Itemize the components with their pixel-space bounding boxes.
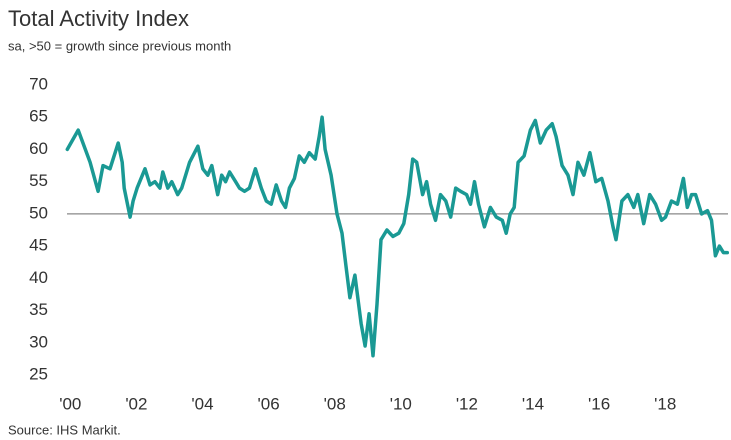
x-tick-label: '10 bbox=[390, 394, 412, 413]
x-tick-label: '00 bbox=[59, 394, 81, 413]
y-tick-label: 35 bbox=[29, 300, 48, 319]
x-tick-label: '06 bbox=[258, 394, 280, 413]
y-tick-label: 65 bbox=[29, 107, 48, 126]
y-tick-label: 50 bbox=[29, 203, 48, 222]
data-line bbox=[65, 115, 730, 358]
y-tick-label: 30 bbox=[29, 332, 48, 351]
y-tick-label: 45 bbox=[29, 236, 48, 255]
y-tick-label: 40 bbox=[29, 268, 48, 287]
y-tick-label: 60 bbox=[29, 139, 48, 158]
x-tick-label: '18 bbox=[654, 394, 676, 413]
y-tick-label: 70 bbox=[29, 74, 48, 93]
chart-title: Total Activity Index bbox=[8, 6, 189, 31]
y-tick-label: 25 bbox=[29, 364, 48, 383]
x-tick-label: '14 bbox=[522, 394, 544, 413]
x-tick-label: '12 bbox=[456, 394, 478, 413]
x-tick-label: '04 bbox=[191, 394, 213, 413]
x-tick-label: '08 bbox=[324, 394, 346, 413]
chart-subtitle: sa, >50 = growth since previous month bbox=[8, 38, 231, 53]
y-tick-label: 55 bbox=[29, 171, 48, 190]
source-note: Source: IHS Markit. bbox=[8, 422, 121, 437]
x-tick-label: '02 bbox=[125, 394, 147, 413]
x-tick-label: '16 bbox=[588, 394, 610, 413]
